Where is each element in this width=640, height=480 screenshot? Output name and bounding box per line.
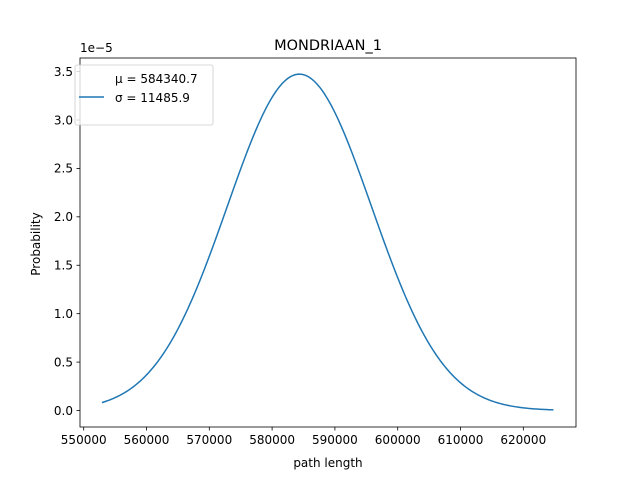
x-tick-label-5: 600000 <box>375 433 421 447</box>
x-tick-label-4: 590000 <box>312 433 358 447</box>
chart-title: MONDRIAAN_1 <box>274 38 382 54</box>
legend-label-0: μ = 584340.7 <box>115 72 198 86</box>
x-tick-label-2: 570000 <box>186 433 232 447</box>
y-tick-label-6: 3.0 <box>54 113 73 127</box>
x-tick-label-0: 550000 <box>61 433 107 447</box>
y-tick-label-7: 3.5 <box>54 65 73 79</box>
y-tick-label-2: 1.0 <box>54 307 73 321</box>
y-tick-label-3: 1.5 <box>54 259 73 273</box>
legend-label-1: σ = 11485.9 <box>115 91 190 105</box>
x-axis-label: path length <box>293 456 362 470</box>
x-tick-label-1: 560000 <box>124 433 170 447</box>
y-axis-label: Probability <box>29 212 43 275</box>
plot-area: 550000 560000 570000 580000 590000 600000 6100… <box>54 57 577 447</box>
y-tick-label-0: 0.0 <box>54 404 73 418</box>
y-offset-label: 1e−5 <box>80 41 113 55</box>
x-tick-label-6: 610000 <box>438 433 484 447</box>
y-tick-label-5: 2.5 <box>54 162 73 176</box>
x-tick-label-7: 620000 <box>500 433 546 447</box>
y-tick-label-4: 2.0 <box>54 210 73 224</box>
axes-frame <box>79 57 577 428</box>
y-tick-label-1: 0.5 <box>54 355 73 369</box>
x-tick-label-3: 580000 <box>249 433 295 447</box>
series-line-0 <box>101 73 554 411</box>
legend-box <box>74 64 214 126</box>
